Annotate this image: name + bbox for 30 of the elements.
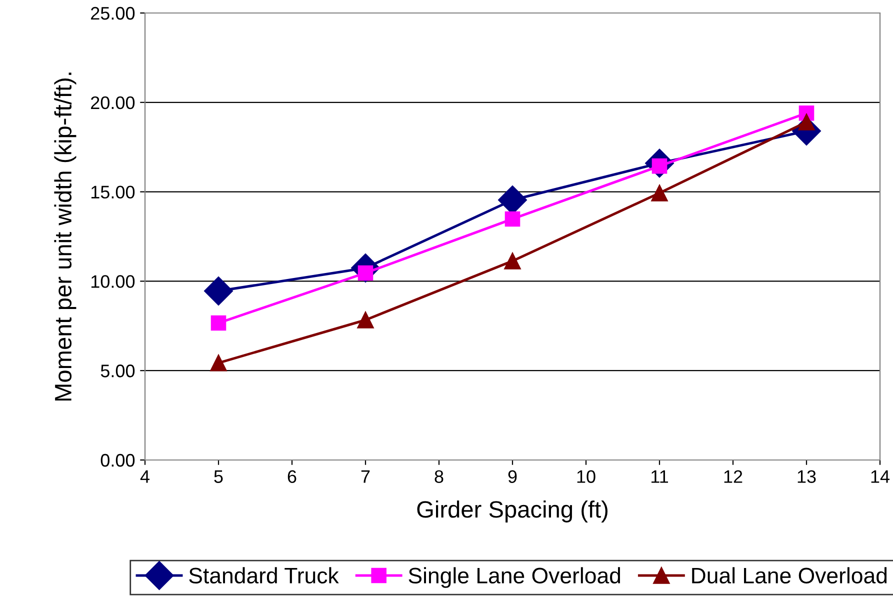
y-tick-label: 10.00 [91,275,135,288]
point [651,184,668,202]
x-tick-label: 11 [652,470,668,483]
point [504,211,520,227]
point [210,354,227,372]
x-tick-label: 10 [577,470,596,483]
legend-label: Standard Truck [189,567,339,584]
x-tick-label: 5 [214,470,223,483]
point [798,114,815,130]
x-tick-label: 13 [798,470,816,483]
point [210,315,226,331]
legend-label: Dual Lane Overload [692,567,887,584]
x-tick-label: 6 [288,470,296,483]
y-tick-label: 5.00 [100,364,135,378]
point [504,252,521,270]
x-axis-title: Girder Spacing (ft) [417,500,608,522]
x-tick-label: 14 [871,470,890,483]
x-tick-label: 9 [508,470,517,483]
point [357,312,374,328]
x-tick-label: 12 [724,470,742,483]
y-tick-label: 25.00 [91,6,135,20]
legend-label: Single Lane Overload [408,567,620,588]
x-tick-label: 4 [140,470,150,483]
point [204,276,233,306]
y-axis-title: Moment per unit width (kip-ft/ft). [54,72,76,401]
x-tick-label: 8 [434,470,444,483]
y-tick-label: 0.00 [100,454,135,467]
x-tick-label: 7 [361,470,370,483]
y-tick-label: 20.00 [91,96,135,110]
y-tick-label: 15.00 [91,186,135,199]
